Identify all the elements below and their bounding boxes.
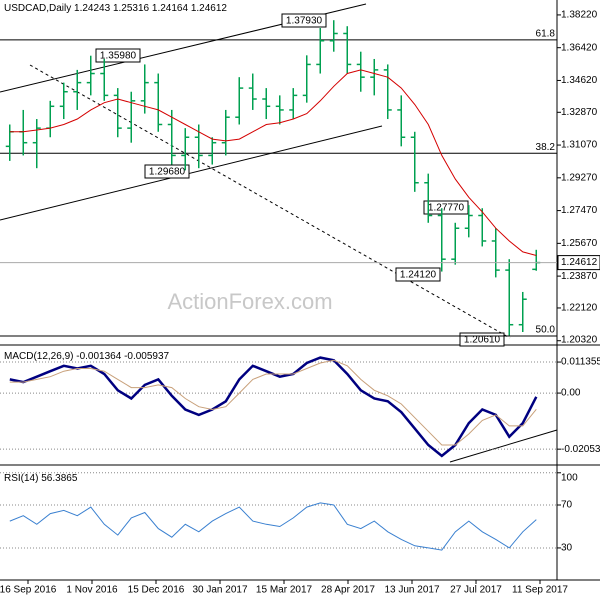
channel-lower <box>0 125 383 221</box>
annotation: 1.27770 <box>423 200 469 215</box>
x-tick-label: 11 Sep 2017 <box>512 585 568 596</box>
y-tick-label: 100 <box>561 473 578 484</box>
series-line <box>9 359 537 446</box>
annotation-label: 1.37930 <box>286 16 323 27</box>
annotation-label: 1.27770 <box>428 203 465 214</box>
y-tick-label: 1.36420 <box>561 42 598 53</box>
annotation: 1.35980 <box>95 48 141 63</box>
x-tick-label: 15 Mar 2017 <box>256 585 313 596</box>
y-tick-label: 1.29270 <box>561 172 598 183</box>
y-tick-label: 1.38220 <box>561 10 598 21</box>
symbol: USDCAD,Daily <box>4 3 71 14</box>
annotation-label: 1.35980 <box>100 51 137 62</box>
chart-title: USDCAD,Daily 1.24243 1.25316 1.24164 1.2… <box>4 3 227 14</box>
y-tick-label: 1.31070 <box>561 140 598 151</box>
x-tick-label: 28 Apr 2017 <box>321 585 375 596</box>
close-value: 1.24612 <box>191 3 228 14</box>
y-tick-label: 70 <box>561 500 573 511</box>
current-price-box <box>557 255 600 271</box>
signal-value: -0.005937 <box>124 351 169 362</box>
high-value: 1.25316 <box>113 3 150 14</box>
macd-name: MACD(12,26,9) <box>4 351 73 362</box>
annotation-label: 1.29680 <box>149 167 186 178</box>
y-tick-label: 0.00 <box>561 388 581 399</box>
y-tick-label: 1.20320 <box>561 335 598 346</box>
y-tick-label: 1.34620 <box>561 75 598 86</box>
y-tick-label: 1.22120 <box>561 303 598 314</box>
annotation: 1.29680 <box>144 164 190 179</box>
x-tick-label: 30 Jan 2017 <box>192 585 247 596</box>
open-value: 1.24243 <box>74 3 111 14</box>
annotation: 1.24120 <box>395 267 441 282</box>
watermark: ActionForex.com <box>167 289 332 314</box>
current-price-label: 1.24612 <box>561 257 598 268</box>
annotation-label: 1.24120 <box>400 270 437 281</box>
rsi-value: 56.3865 <box>41 473 78 484</box>
annotation: 1.20610 <box>459 332 505 347</box>
series-line <box>9 69 537 256</box>
annotation: 1.37930 <box>281 13 327 28</box>
x-tick-label: 15 Dec 2016 <box>128 585 185 596</box>
y-tick-label: 1.27470 <box>561 205 598 216</box>
x-tick-label: 27 Jul 2017 <box>450 585 502 596</box>
level-label: 61.8 <box>536 29 556 40</box>
x-tick-label: 13 Jun 2017 <box>384 585 439 596</box>
y-tick-label: 1.32870 <box>561 107 598 118</box>
y-tick-label: 0.011355 <box>561 357 600 368</box>
x-tick-label: 1 Nov 2016 <box>66 585 118 596</box>
x-tick-label: 16 Sep 2016 <box>0 585 57 596</box>
macd-trendline <box>449 429 558 463</box>
annotation-label: 1.20610 <box>464 335 501 346</box>
y-tick-label: 30 <box>561 543 573 554</box>
rsi-name: RSI(14) <box>4 473 38 484</box>
level-label: 50.0 <box>536 325 556 336</box>
rsi-title: RSI(14) 56.3865 <box>4 473 78 484</box>
low-value: 1.24164 <box>152 3 189 14</box>
y-tick-label: 1.23870 <box>561 271 598 282</box>
level-label: 38.2 <box>536 142 556 153</box>
series-line <box>9 502 537 551</box>
macd-value: -0.001364 <box>76 351 121 362</box>
macd-title: MACD(12,26,9) -0.001364 -0.005937 <box>4 351 170 362</box>
trend-dashed <box>29 64 511 339</box>
y-tick-label: 1.25670 <box>561 238 598 249</box>
